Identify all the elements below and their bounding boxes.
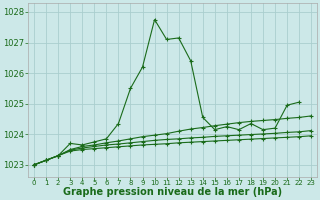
X-axis label: Graphe pression niveau de la mer (hPa): Graphe pression niveau de la mer (hPa): [63, 187, 282, 197]
